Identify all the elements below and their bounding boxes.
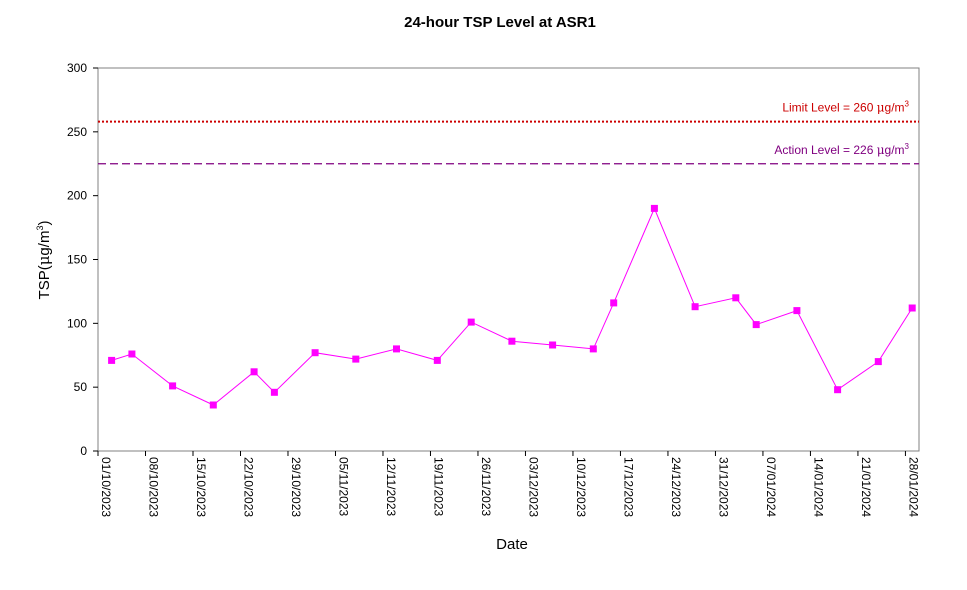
reference-line-label: Action Level = 226 μg/m3	[774, 142, 909, 157]
y-axis-title-close: )	[36, 221, 53, 226]
x-axis: 01/10/2023 08/10/2023 15/10/2023 22/10/2023…	[97, 451, 920, 517]
reference-label-superscript: 3	[905, 100, 910, 109]
data-point	[752, 321, 760, 329]
data-point	[467, 318, 475, 326]
x-tick-label: 12/11/2023	[384, 457, 398, 516]
x-tick-label: 01/10/2023	[99, 457, 113, 517]
data-point	[311, 349, 319, 357]
data-point	[589, 345, 597, 353]
data-point	[508, 337, 516, 345]
data-point	[108, 356, 116, 364]
x-tick-label: 22/10/2023	[241, 457, 255, 517]
y-tick-label: 150	[67, 253, 87, 267]
reference-label-superscript: 3	[905, 142, 910, 151]
x-tick-label: 26/11/2023	[479, 457, 493, 516]
x-tick-label: 14/01/2024	[811, 457, 825, 517]
y-axis-title-text: TSP(	[36, 265, 53, 299]
x-tick-label: 17/12/2023	[621, 457, 635, 517]
x-tick-label: 07/01/2024	[764, 457, 778, 517]
x-tick-label: 29/10/2023	[289, 457, 303, 517]
reference-label-unit: g/m	[885, 101, 905, 115]
x-tick-label: 24/12/2023	[669, 457, 683, 517]
y-tick-label: 100	[67, 316, 87, 330]
data-point	[874, 358, 882, 366]
data-point	[250, 368, 258, 376]
x-tick-label: 28/01/2024	[906, 457, 920, 517]
x-tick-label: 21/01/2024	[859, 457, 873, 517]
y-axis: 0 50 100 150 200 250 300	[67, 61, 98, 458]
data-point	[169, 382, 177, 390]
data-point	[610, 299, 618, 307]
reference-label-text: Limit Level = 260	[782, 101, 876, 115]
y-axis-title-mu: μ	[35, 255, 53, 265]
y-tick-label: 0	[80, 444, 87, 458]
reference-label-text: Action Level = 226	[774, 143, 876, 157]
x-tick-label: 08/10/2023	[146, 457, 160, 517]
y-tick-label: 300	[67, 61, 87, 75]
reference-label-mu: μ	[877, 101, 885, 115]
y-tick-label: 200	[67, 189, 87, 203]
x-tick-label: 03/12/2023	[526, 457, 540, 517]
data-point	[433, 356, 441, 364]
chart-title: 24-hour TSP Level at ASR1	[404, 14, 596, 31]
y-axis-title: TSP(μg/m3)	[35, 221, 53, 300]
x-tick-label: 19/11/2023	[431, 457, 445, 516]
data-point	[650, 204, 658, 212]
x-tick-label: 05/11/2023	[336, 457, 350, 516]
plot-area	[97, 67, 920, 452]
y-tick-label: 250	[67, 125, 87, 139]
data-point	[209, 401, 217, 409]
x-tick-label: 31/12/2023	[716, 457, 730, 517]
reference-label-mu: μ	[877, 143, 885, 157]
x-tick-label: 15/10/2023	[194, 457, 208, 517]
y-axis-title-superscript: 3	[35, 226, 45, 231]
data-point	[908, 304, 916, 312]
data-point	[270, 388, 278, 396]
y-axis-title-unit: g/m	[36, 231, 53, 256]
reference-line-label: Limit Level = 260 μg/m3	[782, 100, 909, 115]
y-tick-label: 50	[74, 380, 88, 394]
data-point	[834, 386, 842, 394]
data-point	[549, 341, 557, 349]
data-point	[793, 307, 801, 315]
data-point	[393, 345, 400, 353]
reference-label-unit: g/m	[885, 143, 905, 157]
series-group	[108, 204, 916, 409]
x-axis-title: Date	[496, 536, 528, 553]
data-point	[128, 350, 136, 358]
data-point	[732, 294, 740, 302]
data-point	[352, 355, 360, 363]
x-tick-label: 10/12/2023	[574, 457, 588, 517]
data-point	[691, 303, 699, 311]
